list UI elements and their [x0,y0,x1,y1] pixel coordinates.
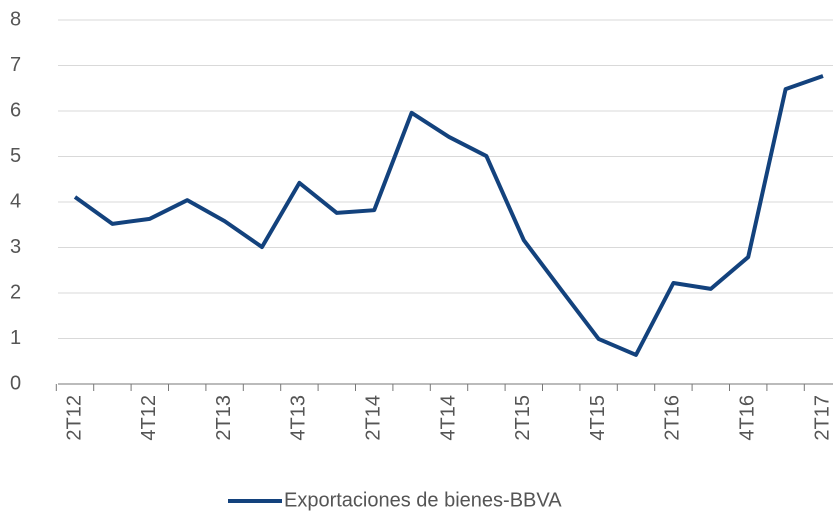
x-tick-label: 2T12 [63,395,85,441]
y-tick-label: 4 [10,190,21,212]
x-tick-label: 2T15 [512,395,534,441]
y-tick-label: 1 [10,327,21,349]
y-tick-label: 7 [10,54,21,76]
x-tick-label: 4T13 [288,395,310,441]
legend-label: Exportaciones de bienes-BBVA [284,489,562,511]
data-line [73,74,824,357]
x-tick-label: 2T13 [213,395,235,441]
x-tick-label: 2T17 [811,395,833,441]
y-tick-label: 8 [10,8,21,30]
y-tick-label: 0 [10,372,21,394]
x-tick-label: 2T14 [362,395,384,441]
x-tick-label: 4T14 [437,395,459,441]
x-tick-label: 2T16 [662,395,684,441]
y-tick-label: 5 [10,145,21,167]
x-tick-label: 4T16 [736,395,758,441]
x-tick-label: 4T15 [587,395,609,441]
y-tick-label: 2 [10,281,21,303]
y-tick-label: 3 [10,236,21,258]
x-tick-label: 4T12 [138,395,160,441]
y-tick-label: 6 [10,99,21,121]
